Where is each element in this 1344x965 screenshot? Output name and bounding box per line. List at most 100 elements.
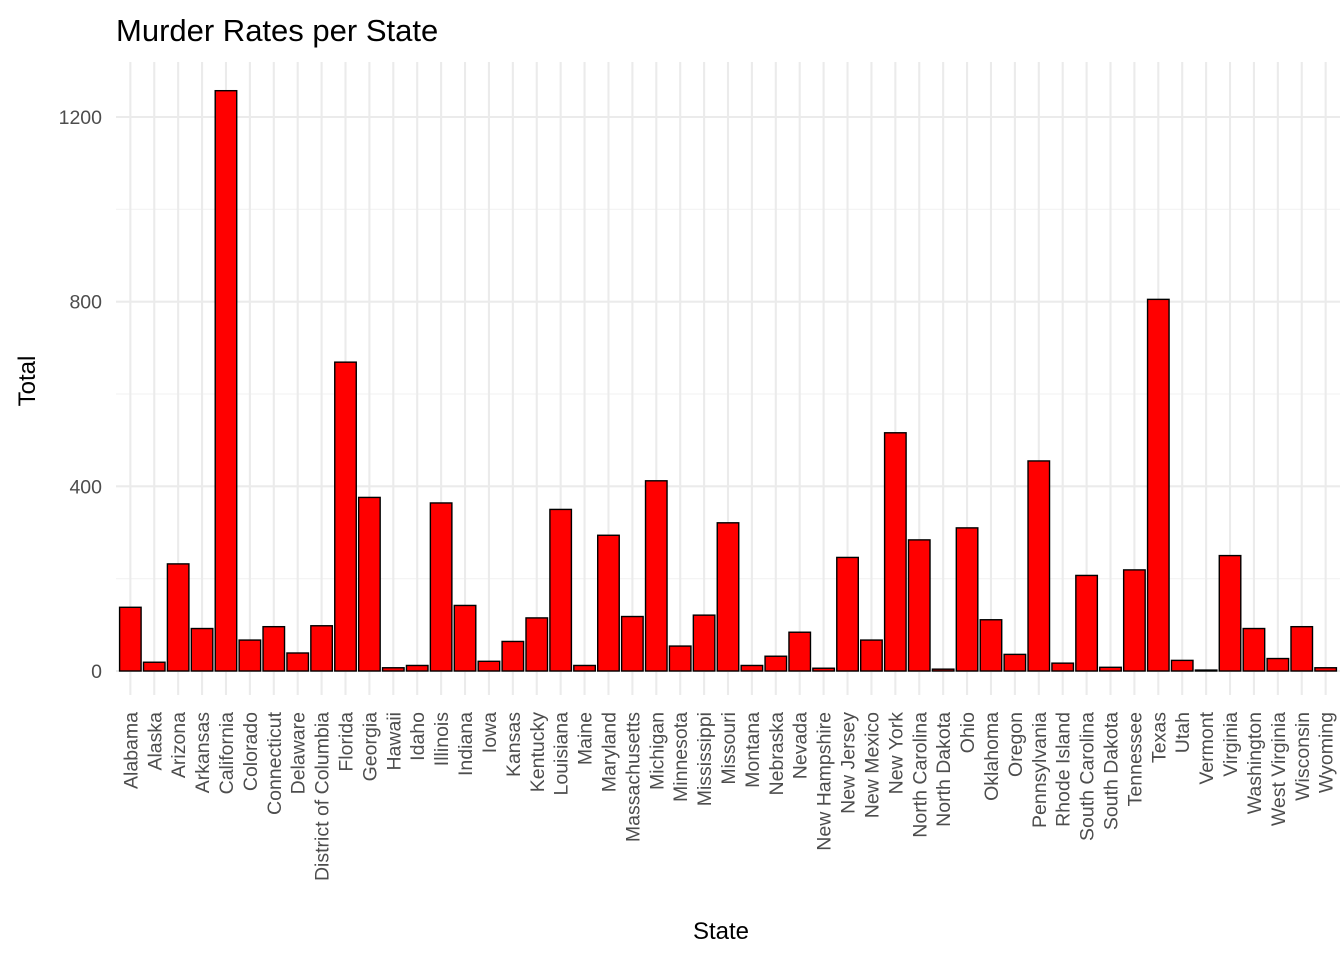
x-tick-label: Tennessee	[1124, 712, 1146, 806]
x-tick-label: New York	[885, 712, 907, 795]
x-tick-label: South Dakota	[1101, 712, 1123, 830]
x-tick-label: Virginia	[1220, 712, 1242, 777]
bar-illinois	[429, 502, 453, 672]
bar-pennsylvania	[1027, 460, 1051, 672]
y-tick-label: 1200	[59, 107, 103, 129]
bar-vermont	[1194, 669, 1218, 672]
x-tick-label: Florida	[336, 712, 358, 772]
x-tick-label: District of Columbia	[312, 712, 334, 881]
x-axis-title: State	[693, 918, 749, 945]
bar-indiana	[453, 604, 477, 672]
bar-new-mexico	[859, 639, 883, 672]
x-tick-label: Michigan	[646, 712, 668, 790]
x-tick-label: Iowa	[479, 712, 501, 753]
x-tick-label: Utah	[1172, 712, 1194, 753]
bar-idaho	[405, 664, 429, 672]
bar-california	[214, 89, 238, 672]
x-tick-label: Montana	[742, 712, 764, 788]
bar-wyoming	[1314, 667, 1338, 672]
x-tick-label: Alaska	[144, 712, 166, 771]
x-tick-label: New Mexico	[861, 712, 883, 818]
y-axis: 0 400 800 1200	[59, 107, 103, 683]
bar-alaska	[142, 661, 166, 672]
bar-hawaii	[381, 667, 405, 672]
x-tick-label: West Virginia	[1268, 712, 1290, 826]
x-tick-label: Maryland	[598, 712, 620, 792]
x-tick-label: Vermont	[1196, 711, 1218, 784]
x-tick-label: Arizona	[168, 712, 190, 778]
y-tick-label: 400	[69, 476, 102, 498]
x-tick-label: Minnesota	[670, 712, 692, 802]
x-tick-label: Georgia	[359, 712, 381, 782]
bar-nevada	[788, 631, 812, 672]
bar-tennessee	[1122, 569, 1146, 672]
bar-oregon	[1003, 653, 1027, 672]
bar-south-carolina	[1075, 574, 1099, 672]
bar-west-virginia	[1266, 657, 1290, 672]
x-tick-label: Wyoming	[1316, 712, 1338, 793]
x-tick-label: Wisconsin	[1292, 712, 1314, 801]
x-tick-label: Pennsylvania	[1029, 712, 1051, 828]
bar-washington	[1242, 627, 1266, 672]
x-tick-label: New Hampshire	[814, 712, 836, 851]
x-tick-label: Ohio	[957, 712, 979, 753]
bar-michigan	[644, 480, 668, 672]
x-tick-label: Connecticut	[264, 711, 286, 815]
bar-north-carolina	[907, 539, 931, 672]
x-tick-label: Missouri	[718, 712, 740, 785]
bar-ohio	[955, 527, 979, 672]
x-tick-label: Washington	[1244, 712, 1266, 814]
bar-minnesota	[668, 645, 692, 672]
x-tick-label: Rhode Island	[1053, 712, 1075, 827]
bar-kentucky	[525, 617, 549, 672]
x-tick-label: Louisiana	[551, 712, 573, 796]
bar-florida	[334, 361, 357, 672]
x-tick-label: Indiana	[455, 712, 477, 776]
x-tick-label: Delaware	[288, 712, 310, 794]
bar-connecticut	[262, 625, 286, 672]
bar-south-dakota	[1099, 666, 1122, 672]
x-axis: Alabama Alaska Arizona Arkansas California Co…	[120, 711, 1337, 881]
bar-arkansas	[190, 627, 214, 672]
x-tick-label: Kentucky	[527, 712, 549, 792]
x-tick-label: Massachusetts	[622, 712, 644, 842]
bar-new-hampshire	[812, 667, 836, 672]
y-axis-title: Total	[14, 356, 41, 407]
x-tick-label: North Dakota	[933, 712, 955, 827]
y-tick-label: 0	[91, 661, 102, 683]
bar-mississippi	[692, 614, 716, 672]
bar-massachusetts	[620, 615, 644, 672]
bar-texas	[1146, 298, 1170, 672]
x-tick-label: Kansas	[503, 712, 525, 777]
x-tick-label: Texas	[1148, 712, 1170, 763]
bar-maryland	[597, 534, 620, 672]
bar-arizona	[166, 563, 190, 672]
bars-layer	[118, 89, 1338, 672]
chart-title: Murder Rates per State	[116, 13, 438, 48]
bar-louisiana	[549, 508, 573, 672]
bar-alabama	[118, 606, 142, 672]
x-tick-label: Maine	[575, 712, 597, 765]
x-tick-label: Hawaii	[383, 712, 405, 771]
bar-district-of-columbia	[310, 625, 334, 672]
bar-new-jersey	[836, 556, 859, 672]
x-tick-label: New Jersey	[838, 712, 860, 814]
y-tick-label: 800	[69, 292, 102, 314]
bar-maine	[573, 664, 597, 672]
x-tick-label: California	[216, 712, 238, 795]
bar-utah	[1170, 659, 1194, 672]
x-tick-label: Oregon	[1005, 712, 1027, 777]
bar-iowa	[477, 660, 501, 672]
bar-rhode-island	[1051, 662, 1075, 672]
x-tick-label: Nevada	[790, 712, 812, 779]
x-tick-label: Mississippi	[694, 712, 716, 806]
x-tick-label: Alabama	[120, 712, 142, 789]
bar-nebraska	[764, 655, 788, 672]
bar-oklahoma	[979, 619, 1003, 672]
bar-delaware	[286, 652, 310, 672]
bar-wisconsin	[1290, 625, 1314, 672]
x-tick-label: Illinois	[431, 712, 453, 766]
bar-missouri	[716, 522, 740, 672]
